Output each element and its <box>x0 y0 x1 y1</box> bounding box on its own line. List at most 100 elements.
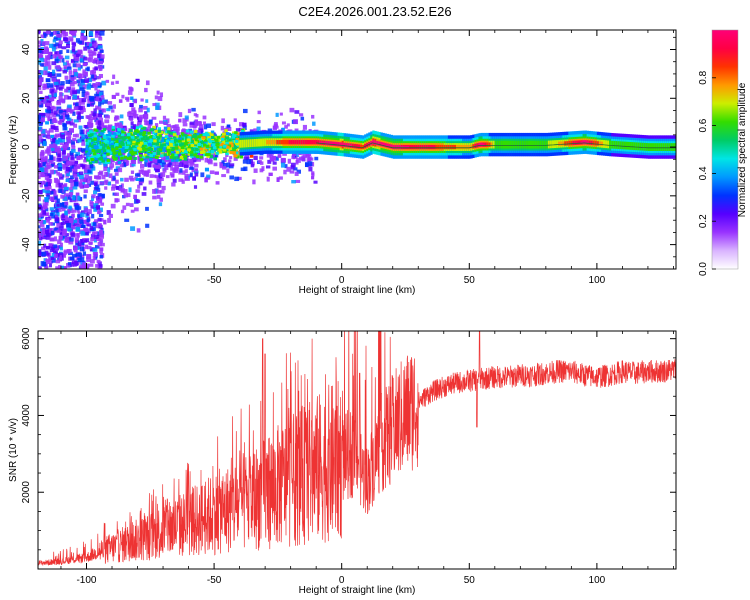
spectrogram-noise-cell <box>144 170 149 174</box>
spectrogram-noise-cell <box>206 123 211 129</box>
spectrogram-cluster-cell <box>116 151 120 155</box>
spectrogram-noise-cell <box>115 134 121 138</box>
spectrogram-noise-cell <box>104 186 108 190</box>
spectrogram-noise-cell <box>83 159 87 163</box>
spectrogram-noise-cell <box>40 39 44 44</box>
spectrogram-cluster-cell <box>88 161 93 165</box>
spectrogram-noise-cell <box>302 124 307 130</box>
spectrogram-noise-cell <box>59 222 64 228</box>
spectrogram-noise-cell <box>295 179 301 183</box>
spectrogram-noise-cell <box>93 108 97 112</box>
spectrogram-noise-cell <box>44 186 50 191</box>
spectrogram-noise-cell <box>69 208 74 214</box>
spectrogram-cluster-cell <box>210 133 214 137</box>
spectrogram-noise-cell <box>86 254 92 260</box>
spectrogram-noise-cell <box>73 202 79 207</box>
spectrogram-noise-cell <box>53 37 58 41</box>
spectrogram-noise-cell <box>97 53 101 58</box>
spectrogram-noise-cell <box>226 124 231 128</box>
spectrogram-noise-cell <box>43 58 48 63</box>
spectrogram-noise-cell <box>93 222 97 227</box>
spectrogram-noise-cell <box>167 162 171 168</box>
spectrogram-cluster-cell <box>133 147 137 151</box>
spectrogram-cluster-cell <box>165 130 169 134</box>
spectrogram-cluster-cell <box>186 134 190 138</box>
spectrogram-cluster-cell <box>88 143 93 147</box>
spectrogram-noise-cell <box>62 155 68 160</box>
spectrogram-noise-cell <box>50 141 55 146</box>
spectrogram-noise-cell <box>111 184 117 189</box>
spectrogram-noise-cell <box>126 98 130 102</box>
spectrogram-band-cell <box>321 141 324 144</box>
spectrogram-noise-cell <box>40 150 45 155</box>
spectrogram-noise-cell <box>43 141 47 147</box>
spectrogram-cluster-cell <box>92 143 97 147</box>
spectrogram-cluster-cell <box>99 157 104 161</box>
spectrogram-noise-cell <box>62 159 66 164</box>
spectrogram-noise-cell <box>129 103 134 108</box>
spectrogram-cluster-cell <box>227 132 232 136</box>
spectrogram-noise-cell <box>96 89 101 94</box>
spectrogram-noise-cell <box>77 112 81 118</box>
spectrogram-cluster-cell <box>195 149 200 153</box>
spectrogram-band-cell <box>274 139 277 145</box>
spectrogram-band-cell <box>255 138 259 147</box>
spectrogram-noise-cell <box>178 162 184 167</box>
spectrogram-noise-cell <box>115 179 119 184</box>
spectrogram-noise-cell <box>92 72 96 77</box>
spectrogram-noise-cell <box>124 218 130 222</box>
spectrogram-cluster-cell <box>216 138 221 142</box>
spectrogram-noise-cell <box>39 183 43 188</box>
spectrogram-noise-cell <box>308 157 312 161</box>
spectrogram-noise-cell <box>50 246 56 250</box>
spectrogram-cluster-cell <box>197 144 202 148</box>
spectrogram-noise-cell <box>45 252 50 256</box>
spectrogram-noise-cell <box>55 266 60 269</box>
spectrogram-noise-cell <box>69 150 74 156</box>
spectrogram-noise-cell <box>300 116 305 121</box>
spectrogram-noise-cell <box>38 143 41 148</box>
spectrogram-noise-cell <box>300 156 306 161</box>
spectrogram-cluster-cell <box>194 136 198 140</box>
spectrogram-cluster-cell <box>174 143 179 147</box>
spectrogram-noise-cell <box>188 158 194 164</box>
spectrogram-band-cell <box>253 138 257 147</box>
spectrogram-noise-cell <box>69 81 75 87</box>
spectrogram-noise-cell <box>133 99 137 104</box>
spectrogram-cluster-cell <box>88 149 92 153</box>
spectrogram-noise-cell <box>143 114 149 119</box>
spectrogram-noise-cell <box>67 262 72 266</box>
spectrogram-noise-cell <box>44 202 49 206</box>
spectrogram-noise-cell <box>87 83 92 89</box>
spectrogram-noise-cell <box>191 107 196 112</box>
spectrogram-cluster-cell <box>149 154 154 158</box>
spectrogram-noise-cell <box>77 252 82 258</box>
spectrogram-cluster-cell <box>106 149 110 153</box>
spectrogram-noise-cell <box>183 129 188 135</box>
spectrogram-noise-cell <box>284 125 288 129</box>
spectrogram-noise-cell <box>281 121 286 125</box>
spectrogram-cluster-cell <box>179 155 184 159</box>
spectrogram-noise-cell <box>56 171 60 176</box>
spectrogram-noise-cell <box>129 117 133 121</box>
spectrogram-noise-cell <box>75 38 81 43</box>
spectrogram-cluster-cell <box>210 150 215 154</box>
spectrogram-noise-cell <box>41 99 45 103</box>
spectrogram-noise-cell <box>74 239 79 244</box>
spectrogram-noise-cell <box>66 153 70 158</box>
spectrogram-noise-cell <box>95 82 101 86</box>
spectrogram-noise-cell <box>45 190 50 194</box>
spectrogram-noise-cell <box>70 155 74 160</box>
spectrogram-cluster-cell <box>118 144 123 148</box>
spectrogram-noise-cell <box>84 184 90 188</box>
spectrogram-cluster-cell <box>120 133 125 137</box>
spectrogram-noise-cell <box>160 190 165 194</box>
spectrogram-cluster-cell <box>138 149 142 153</box>
spectrogram-noise-cell <box>76 105 82 111</box>
spectrogram-cluster-cell <box>136 138 140 142</box>
spectrogram-cluster-cell <box>143 141 148 145</box>
spectrogram-noise-cell <box>89 259 95 264</box>
spectrogram-noise-cell <box>80 257 85 262</box>
spectrogram-noise-cell <box>63 186 69 191</box>
spectrogram-noise-cell <box>147 162 152 168</box>
